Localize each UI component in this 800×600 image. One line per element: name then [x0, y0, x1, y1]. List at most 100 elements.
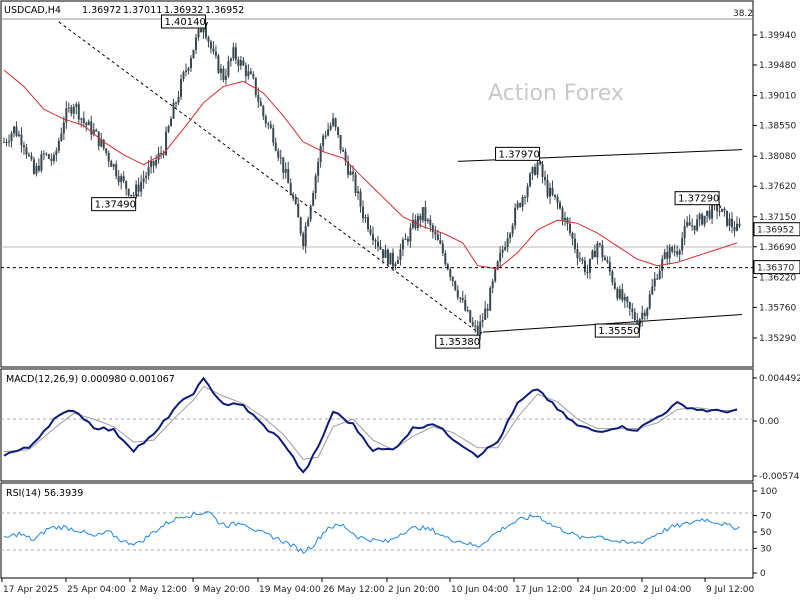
candle-body — [357, 191, 360, 193]
candle-body — [698, 214, 701, 220]
candle-body — [561, 208, 564, 221]
annotation-leader — [718, 204, 722, 208]
candle-body — [219, 68, 222, 73]
macd-tick-label: 0.004492 — [759, 374, 800, 384]
candle-body — [152, 160, 155, 166]
candle-body — [581, 258, 584, 261]
candle-body — [237, 59, 240, 66]
candle-body — [394, 263, 397, 267]
candle-body — [666, 252, 669, 259]
candle-body — [568, 223, 571, 234]
candle-body — [160, 152, 163, 154]
candle-body — [175, 102, 178, 104]
candle-body — [591, 250, 594, 259]
candle-body — [419, 215, 422, 221]
candle-body — [185, 70, 188, 72]
candle-body — [484, 308, 487, 320]
candle-body — [673, 251, 676, 253]
price-tick-label: 1.36220 — [759, 273, 796, 283]
annotation-leader — [479, 331, 483, 336]
candle-body — [140, 181, 143, 192]
annotation-label: 1.35380 — [439, 337, 480, 348]
candle-body — [623, 296, 626, 301]
rsi-tick-label: 70 — [760, 512, 772, 522]
rsi-tick-label: 0 — [760, 569, 766, 579]
trendline — [58, 21, 479, 333]
candle-body — [274, 142, 277, 151]
candle-body — [229, 58, 232, 62]
candle-body — [92, 129, 95, 135]
candle-body — [20, 134, 23, 146]
candle-body — [479, 321, 482, 335]
candle-body — [257, 95, 260, 102]
price-tick-label: 1.37620 — [759, 182, 796, 192]
candle-body — [563, 217, 566, 221]
candle-body — [683, 226, 686, 239]
candle-body — [362, 206, 365, 219]
fib-label: 38.2 — [733, 9, 753, 19]
candle-body — [708, 210, 711, 219]
price-tick-label: 1.39940 — [759, 31, 796, 41]
candle-body — [10, 133, 13, 142]
annotation-box — [91, 197, 137, 212]
candle-body — [554, 194, 557, 197]
candle-body — [3, 141, 5, 143]
candle-body — [671, 247, 674, 252]
candle-body — [731, 218, 734, 228]
candle-body — [50, 158, 53, 162]
candle-body — [207, 37, 210, 42]
candle-body — [115, 164, 118, 177]
rsi-line — [3, 511, 740, 554]
candle-body — [177, 96, 180, 103]
candle-body — [167, 126, 170, 132]
candle-body — [367, 217, 370, 230]
candle-body — [67, 107, 70, 109]
candle-body — [631, 308, 634, 312]
candle-body — [651, 286, 654, 295]
candle-body — [267, 123, 270, 125]
candle-body — [716, 203, 719, 212]
candle-body — [686, 222, 689, 227]
sma-polyline — [3, 69, 738, 270]
candle-body — [549, 187, 552, 197]
candle-body — [476, 325, 479, 335]
candle-body — [558, 202, 561, 209]
candle-body — [646, 308, 649, 316]
ohlc-high: 1.37011 — [123, 5, 162, 16]
candle-body — [736, 223, 739, 231]
candle-body — [209, 41, 212, 49]
price-tick-label: 1.37150 — [759, 213, 796, 223]
candle-body — [536, 162, 539, 175]
macd-tick-label: -0.005748 — [759, 472, 800, 482]
candle-body — [199, 28, 202, 33]
candle-body — [359, 191, 362, 207]
candle-body — [556, 196, 559, 203]
candle-body — [22, 145, 25, 148]
candle-body — [142, 178, 145, 182]
candle-body — [519, 203, 522, 207]
candle-body — [32, 159, 35, 174]
candle-body — [521, 197, 524, 207]
candle-body — [292, 195, 295, 199]
candle-body — [389, 252, 392, 265]
price-tick-label: 1.38550 — [759, 122, 796, 132]
price-tick-label: 1.39480 — [759, 61, 796, 71]
candle-body — [461, 298, 464, 300]
annotation-box — [495, 146, 541, 161]
candle-body — [516, 203, 519, 208]
candle-body — [529, 173, 532, 187]
annotation-leader — [204, 21, 208, 29]
price-annotations: 1.40140 1.37490 1.37970 1.37290 1.35380 1.355… — [91, 14, 722, 349]
candle-body — [264, 116, 267, 124]
candle-body — [444, 253, 447, 265]
candle-body — [62, 122, 65, 134]
candle-body — [35, 165, 38, 174]
candle-body — [726, 210, 729, 226]
candle-body — [182, 71, 185, 80]
price-tick-label: 1.39010 — [759, 92, 796, 102]
candle-body — [576, 249, 579, 259]
candle-body — [738, 223, 741, 227]
candle-body — [55, 150, 58, 155]
candle-body — [344, 151, 347, 162]
candle-body — [352, 171, 355, 175]
